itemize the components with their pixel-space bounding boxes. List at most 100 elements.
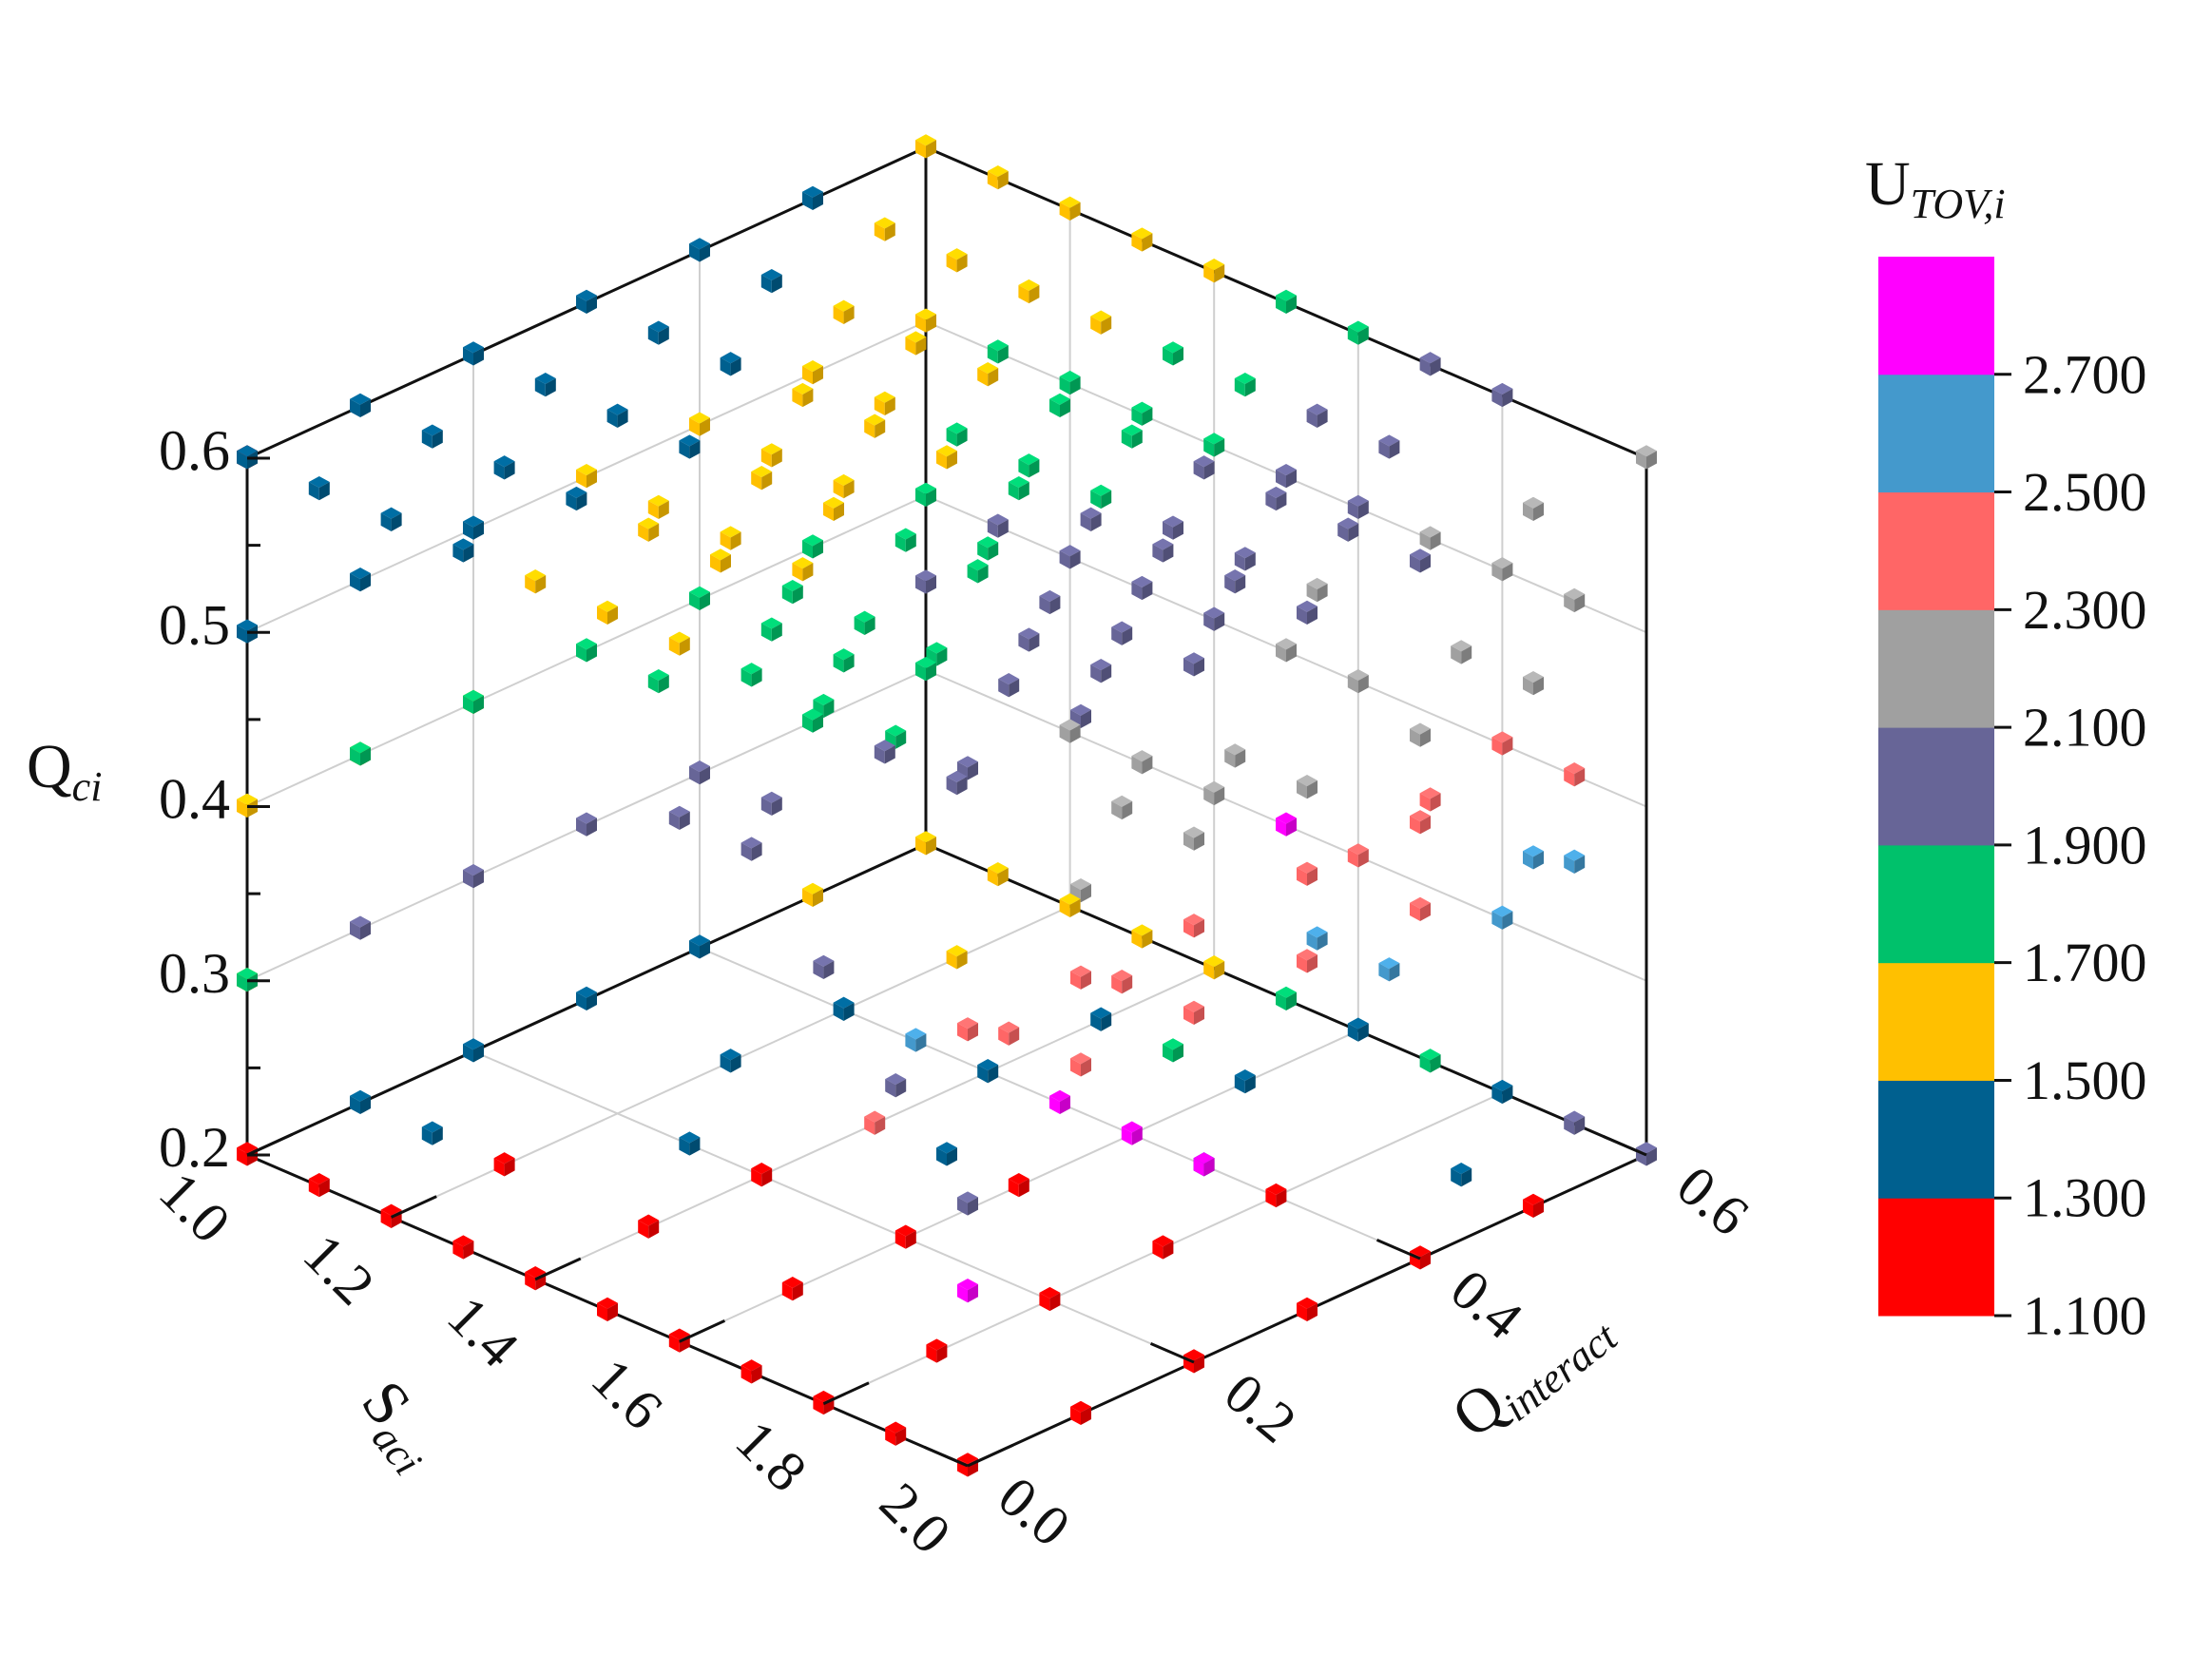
y-tick-mark — [1602, 1135, 1647, 1157]
x-tick-label: 1.4 — [435, 1284, 530, 1379]
data-point-cube — [802, 534, 823, 559]
data-point-cube — [237, 619, 258, 644]
colorbar-segment — [1878, 1198, 1994, 1317]
data-point-cube — [1276, 289, 1297, 315]
data-point-cube — [987, 164, 1009, 190]
data-point-cube — [463, 1038, 484, 1063]
data-point-cube — [606, 403, 628, 428]
data-point-cube — [1111, 795, 1133, 820]
data-point-cube — [720, 1049, 741, 1073]
colorbar-title: UTOV,i — [1865, 149, 2006, 227]
x-tick-mark — [534, 1257, 582, 1281]
data-point-cube — [463, 515, 484, 540]
data-point-cube — [1039, 589, 1061, 615]
data-point-cube — [998, 673, 1020, 698]
data-point-cube — [1491, 905, 1513, 930]
data-point-cube — [1008, 475, 1029, 501]
data-point-cube — [720, 526, 741, 550]
data-point-cube — [741, 1359, 762, 1384]
colorbar-tick-label: 1.900 — [2023, 814, 2147, 876]
colorbar-tick-label: 1.100 — [2023, 1285, 2147, 1347]
data-point-cube — [350, 568, 371, 592]
colorbar-tick-label: 2.300 — [2023, 579, 2147, 641]
data-point-cube — [1523, 671, 1544, 696]
colorbar-tick-label: 2.700 — [2023, 343, 2147, 405]
data-point-cube — [957, 1279, 978, 1303]
data-point-cube — [874, 740, 895, 764]
data-point-cube — [463, 864, 484, 889]
data-point-cube — [741, 837, 762, 861]
data-point-cube — [1337, 517, 1359, 542]
data-point-cube — [380, 507, 402, 531]
colorbar-tick-label: 2.100 — [2023, 697, 2147, 759]
data-point-cube — [647, 494, 669, 519]
data-point-cube — [1297, 775, 1318, 799]
data-point-cube — [802, 360, 823, 385]
data-point-cube — [915, 831, 936, 856]
data-point-cube — [1131, 750, 1153, 775]
colorbar-tick-label: 2.500 — [2023, 461, 2147, 523]
data-point-cube — [1224, 569, 1246, 594]
data-point-cube — [967, 559, 989, 584]
data-point-cube — [1111, 970, 1133, 994]
data-point-cube — [1090, 484, 1112, 510]
data-point-cube — [760, 617, 782, 642]
data-point-cube — [421, 424, 443, 449]
data-point-cube — [874, 391, 895, 415]
data-point-cube — [689, 760, 710, 785]
data-point-cube — [1306, 926, 1328, 951]
data-point-cube — [1059, 196, 1081, 221]
x-tick-mark — [822, 1381, 870, 1405]
data-point-cube — [1378, 434, 1400, 459]
colorbar-segment — [1878, 257, 1994, 375]
data-points — [237, 134, 1657, 1477]
z-tick-label: 0.5 — [159, 593, 230, 656]
x-tick-mark — [967, 1443, 1014, 1468]
y-tick-label: 0.4 — [1439, 1258, 1534, 1352]
data-point-cube — [1347, 494, 1369, 519]
data-point-cube — [1419, 1049, 1441, 1073]
data-point-cube — [1131, 401, 1153, 426]
colorbar-segment — [1878, 374, 1994, 493]
data-point-cube — [1347, 1017, 1369, 1042]
x-tick-label: 1.2 — [292, 1222, 387, 1318]
data-point-cube — [1080, 507, 1102, 531]
data-point-cube — [1564, 849, 1586, 874]
data-point-cube — [689, 238, 710, 262]
data-point-cube — [802, 185, 823, 211]
data-point-cube — [638, 1214, 660, 1239]
data-point-cube — [760, 443, 782, 468]
data-point-cube — [1018, 627, 1040, 652]
data-point-cube — [1224, 743, 1246, 768]
data-point-cube — [1306, 403, 1328, 428]
data-point-cube — [915, 569, 936, 594]
data-point-cube — [1265, 1183, 1287, 1208]
colorbar-segment — [1878, 727, 1994, 846]
data-point-cube — [1265, 486, 1287, 511]
colorbar-tick-label: 1.500 — [2023, 1049, 2147, 1111]
data-point-cube — [915, 482, 936, 508]
data-point-cube — [1234, 1068, 1256, 1094]
data-point-cube — [915, 308, 936, 333]
data-point-cube — [638, 517, 660, 542]
data-point-cube — [1183, 914, 1204, 938]
data-point-cube — [576, 464, 597, 489]
z-tick-label: 0.6 — [159, 419, 230, 482]
data-point-cube — [957, 1017, 978, 1042]
data-point-cube — [957, 756, 978, 780]
data-point-cube — [781, 579, 803, 605]
data-point-cube — [760, 268, 782, 294]
data-point-cube — [1306, 577, 1328, 603]
data-point-cube — [957, 1191, 978, 1216]
data-point-cube — [452, 538, 474, 563]
data-point-cube — [668, 631, 690, 656]
data-point-cube — [237, 968, 258, 992]
data-point-cube — [1131, 575, 1153, 601]
data-point-cube — [1491, 557, 1513, 582]
data-point-cube — [1491, 731, 1513, 756]
data-point-cube — [1049, 1089, 1070, 1115]
data-point-cube — [1636, 445, 1657, 470]
data-point-cube — [1564, 762, 1586, 787]
data-point-cube — [987, 513, 1009, 538]
data-point-cube — [946, 945, 968, 970]
